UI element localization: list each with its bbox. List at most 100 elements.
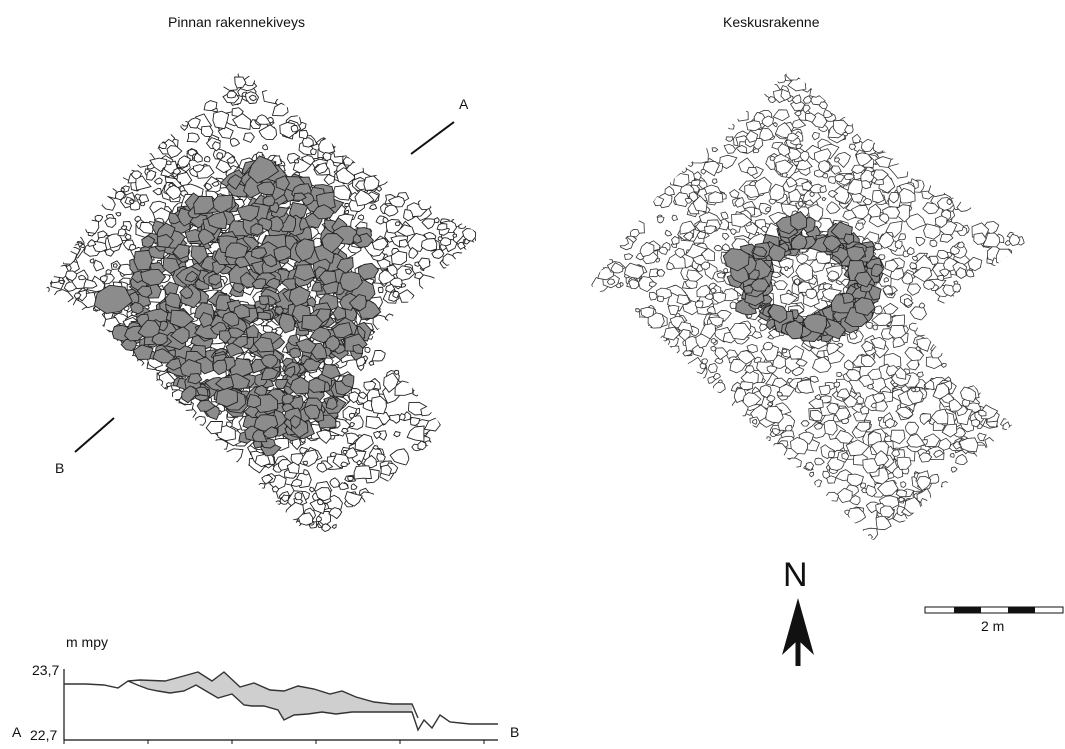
stone-outline [712, 291, 727, 304]
stone-outline [657, 268, 666, 277]
stone-outline [186, 132, 200, 143]
stone-surface [321, 233, 344, 254]
stone-outline [363, 175, 380, 191]
stone-outline [713, 244, 723, 252]
stone-outline [871, 312, 892, 327]
stone-outline [262, 143, 268, 151]
stone-surface [251, 278, 267, 290]
stone-surface [309, 326, 332, 344]
stone-outline [809, 86, 824, 98]
stone-outline [229, 137, 241, 147]
stone-outline [286, 461, 300, 474]
stone-surface [312, 204, 335, 220]
stone-outline [82, 219, 100, 234]
stone-surface [221, 311, 240, 327]
stone-outline [322, 152, 332, 162]
stone-surface [215, 387, 239, 408]
stone-outline [363, 380, 377, 391]
stone-surface [198, 311, 215, 328]
stone-outline [891, 449, 900, 457]
stone-outline [912, 266, 933, 283]
stone-outline [834, 407, 851, 421]
stone-outline [166, 382, 172, 387]
stone-outline [408, 246, 419, 259]
stone-outline [353, 465, 372, 480]
stone-surface [184, 270, 199, 283]
stone-outline [846, 473, 864, 487]
stone-center [784, 319, 804, 340]
stone-surface [179, 285, 194, 299]
stone-outline [702, 160, 720, 177]
stone-center [841, 292, 855, 304]
stone-outline [766, 401, 774, 407]
stone-outline [896, 456, 912, 470]
stone-outline [941, 423, 958, 438]
stone-outline [811, 131, 820, 141]
stone-outline [790, 436, 809, 455]
stone-outline [398, 289, 415, 303]
stone-outline [844, 125, 854, 135]
stone-outline [901, 271, 914, 285]
stone-outline [834, 157, 841, 163]
stone-outline [909, 306, 927, 321]
stone-outline [814, 393, 821, 400]
stone-outline [297, 512, 314, 526]
stone-surface [137, 319, 161, 338]
stone-outline [817, 160, 831, 174]
stone-outline [777, 143, 791, 157]
stone-outline [874, 450, 890, 467]
stone-surface [289, 347, 302, 358]
stone-outline [866, 383, 875, 390]
stone-outline [212, 141, 221, 152]
stone-outline [64, 270, 78, 282]
stone-outline [215, 159, 232, 174]
stone-outline [380, 464, 392, 477]
stone-outline [934, 215, 948, 228]
stone-surface [152, 348, 175, 364]
stone-outline [906, 359, 920, 371]
stone-outline [956, 198, 974, 212]
stone-outline [302, 460, 308, 466]
stone-outline [720, 211, 729, 220]
stone-outline [648, 292, 658, 301]
stone-outline [655, 258, 661, 263]
stone-surface [190, 245, 209, 265]
stone-center [742, 284, 754, 294]
stone-outline [628, 279, 640, 290]
stone-outline [464, 238, 471, 245]
stone-outline [77, 274, 87, 281]
stone-outline [255, 114, 272, 125]
stone-outline [772, 428, 781, 436]
stone-outline [826, 270, 840, 281]
stone-surface [348, 294, 367, 312]
stone-outline [795, 143, 804, 150]
stone-outline [749, 180, 756, 186]
stone-outline [433, 217, 440, 224]
stone-outline [152, 187, 162, 196]
stone-surface [295, 338, 317, 354]
stone-outline [153, 177, 163, 185]
stone-outline [673, 173, 690, 188]
stone-outline [878, 213, 890, 224]
stone-outline [834, 151, 851, 168]
stone-outline [656, 295, 665, 302]
stone-outline [742, 392, 762, 408]
stone-outline [818, 384, 831, 396]
stone-outline [908, 322, 919, 332]
stone-outline [821, 196, 827, 201]
stone-outline [973, 232, 987, 245]
stone-outline [706, 306, 716, 315]
stone-outline [58, 279, 65, 285]
stone-outline [398, 238, 409, 248]
stone-surface [294, 238, 315, 262]
stone-outline [814, 457, 825, 466]
stone-outline [332, 143, 348, 158]
north-arrow-icon [782, 598, 814, 666]
stone-surface [262, 426, 278, 439]
stone-outline [916, 337, 932, 352]
stone-outline [767, 96, 776, 104]
stone-outline [929, 239, 938, 248]
stone-outline [745, 120, 762, 132]
stone-outline [624, 262, 645, 279]
stone-outline [707, 362, 718, 374]
